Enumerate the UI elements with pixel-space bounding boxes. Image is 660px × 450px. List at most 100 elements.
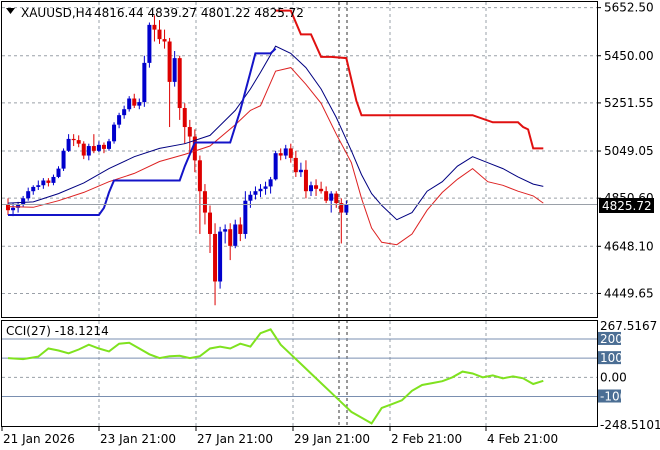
time-label: 23 Jan 21:00 [100, 432, 176, 446]
candle-body [117, 115, 122, 125]
bull-candle[interactable] [329, 191, 334, 213]
bear-candle[interactable] [91, 134, 96, 154]
candle-body [152, 24, 157, 30]
candle-body [112, 124, 117, 142]
cci-pane-frame [1, 320, 598, 427]
candle-body [187, 127, 192, 137]
ema-slow-line [7, 45, 544, 221]
bull-candle[interactable] [344, 200, 349, 215]
bear-candle[interactable] [76, 135, 81, 148]
bear-candle[interactable] [238, 217, 243, 242]
candle-body [288, 148, 293, 158]
bear-candle[interactable] [303, 160, 308, 199]
bear-candle[interactable] [339, 198, 344, 244]
bear-candle[interactable] [157, 20, 162, 44]
bull-candle[interactable] [26, 187, 31, 201]
bear-candle[interactable] [197, 155, 202, 234]
bear-candle[interactable] [162, 29, 167, 49]
bull-candle[interactable] [172, 50, 177, 87]
time-label: 2 Feb 21:00 [391, 432, 462, 446]
cci-label: CCI(27) -18.1214 [6, 324, 109, 338]
bull-candle[interactable] [11, 203, 16, 217]
bear-candle[interactable] [187, 119, 192, 154]
bull-candle[interactable] [268, 176, 273, 194]
price-label: 5652.50 [604, 1, 654, 15]
bull-candle[interactable] [137, 98, 142, 110]
candle-body [329, 193, 334, 201]
bear-candle[interactable] [46, 178, 51, 187]
bull-candle[interactable] [61, 148, 66, 171]
candle-body [51, 176, 56, 183]
bear-candle[interactable] [71, 134, 76, 147]
bull-candle[interactable] [248, 191, 253, 208]
bull-candle[interactable] [117, 112, 122, 129]
bear-candle[interactable] [101, 142, 106, 154]
candle-body [263, 186, 268, 189]
bear-candle[interactable] [213, 223, 218, 306]
bull-candle[interactable] [122, 105, 127, 119]
indicator-lines [7, 9, 544, 246]
price-label: 5251.55 [604, 96, 654, 110]
bear-candle[interactable] [177, 55, 182, 120]
candle-body [41, 180, 46, 186]
candle-body [132, 98, 137, 106]
candle-body [197, 160, 202, 192]
bear-candle[interactable] [334, 191, 339, 208]
bear-candle[interactable] [288, 143, 293, 163]
candle-body [107, 141, 111, 149]
candle-body [298, 169, 303, 173]
bull-candle[interactable] [142, 55, 147, 107]
candle-body [324, 191, 329, 201]
bear-candle[interactable] [314, 179, 319, 196]
bull-candle[interactable] [309, 181, 313, 196]
bull-candle[interactable] [147, 22, 152, 68]
bear-candle[interactable] [182, 103, 187, 144]
bull-candle[interactable] [283, 144, 288, 160]
bear-candle[interactable] [319, 181, 324, 194]
bull-candle[interactable] [298, 162, 303, 177]
time-label: 4 Feb 21:00 [487, 432, 558, 446]
bear-candle[interactable] [152, 15, 157, 42]
bull-candle[interactable] [41, 178, 46, 189]
bear-candle[interactable] [167, 37, 172, 128]
bull-candle[interactable] [258, 184, 263, 198]
candle-body [101, 144, 106, 149]
bear-candle[interactable] [208, 205, 212, 253]
time-label: 21 Jan 2026 [3, 432, 75, 446]
candle-body [162, 39, 167, 42]
triangle-down-icon[interactable] [6, 8, 15, 14]
bear-candle[interactable] [228, 223, 233, 261]
bull-candle[interactable] [273, 150, 278, 181]
bull-candle[interactable] [253, 186, 258, 200]
stop-line-up [8, 47, 277, 216]
bear-candle[interactable] [132, 93, 137, 109]
bull-candle[interactable] [56, 166, 61, 179]
bull-candle[interactable] [112, 122, 117, 144]
bull-candle[interactable] [223, 224, 228, 244]
bull-candle[interactable] [36, 180, 41, 191]
symbol-header[interactable]: XAUUSD,H4 4816.44 4839.27 4801.22 4825.7… [6, 6, 304, 20]
bull-candle[interactable] [233, 219, 238, 249]
candle-body [157, 29, 162, 40]
bull-candle[interactable] [86, 143, 91, 161]
bull-candle[interactable] [263, 181, 268, 195]
bear-candle[interactable] [81, 141, 86, 160]
bear-candle[interactable] [278, 148, 283, 161]
candles[interactable] [6, 15, 349, 306]
ohlc-values: 4816.44 4839.27 4801.22 4825.72 [94, 6, 304, 20]
bull-candle[interactable] [243, 191, 248, 239]
bull-candle[interactable] [51, 174, 56, 186]
main-pane-frame [1, 1, 598, 318]
bull-candle[interactable] [218, 226, 223, 289]
time-axis: 21 Jan 2026 23 Jan 21:00 27 Jan 21:00 29 Ja… [1, 427, 558, 446]
bear-candle[interactable] [324, 186, 329, 204]
bull-candle[interactable] [127, 96, 132, 112]
bear-candle[interactable] [293, 150, 298, 177]
bull-candle[interactable] [107, 138, 111, 151]
bull-candle[interactable] [31, 185, 36, 195]
candle-body [283, 148, 288, 156]
bull-candle[interactable] [66, 134, 71, 152]
bull-candle[interactable] [96, 141, 101, 152]
current-price-badge [599, 198, 654, 213]
